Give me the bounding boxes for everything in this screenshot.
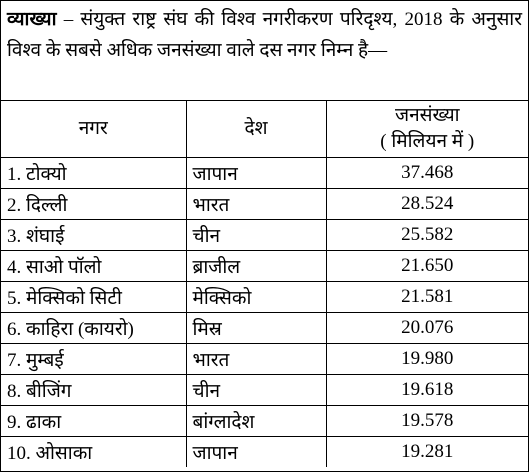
intro-text: – संयुक्त राष्ट्र संघ की विश्व नगरीकरण प… [7, 9, 522, 61]
table-cell: 28.524 [325, 188, 528, 220]
table-cell: मिस्र [185, 312, 327, 344]
table-cell: 5. मेक्सिको सिटी [1, 281, 187, 313]
header-row: नगर देश जनसंख्या ( मिलियन में ) [1, 101, 528, 158]
table-cell: चीन [185, 219, 327, 251]
table-row: 5. मेक्सिको सिटी मेक्सिको 21.581 [1, 281, 528, 313]
table-cell: 2. दिल्ली [1, 188, 187, 220]
table-row: 1. टोक्यो जापान 37.468 [1, 157, 528, 189]
table-cell: मेक्सिको [185, 281, 327, 313]
table-row: 9. ढाका बांग्लादेश 19.578 [1, 405, 528, 437]
table-cell: 1. टोक्यो [1, 157, 187, 189]
table-cell: भारत [185, 343, 327, 375]
table-row: 10. ओसाका जापान 19.281 [1, 436, 528, 467]
table-cell: भारत [185, 188, 327, 220]
table-cell: ब्राजील [185, 250, 327, 282]
table-cell: चीन [185, 374, 327, 406]
table-cell: 20.076 [325, 312, 528, 344]
table-cell: 8. बीजिंग [1, 374, 187, 406]
header-cell: देश [185, 101, 327, 158]
intro: व्याख्या – संयुक्त राष्ट्र संघ की विश्व … [1, 1, 528, 101]
table-cell: 19.980 [325, 343, 528, 375]
table-row: 7. मुम्बई भारत 19.980 [1, 343, 528, 375]
table-cell: 25.582 [325, 219, 528, 251]
intro-label: व्याख्या [7, 9, 57, 30]
table-cell: बांग्लादेश [185, 405, 327, 437]
table-cell: 4. साओ पॉलो [1, 250, 187, 282]
table-body: 1. टोक्यो जापान 37.468 2. दिल्ली भारत 28.524 3… [1, 157, 528, 467]
table-cell: जापान [185, 436, 327, 467]
table-cell: 21.581 [325, 281, 528, 313]
table-row: 4. साओ पॉलो ब्राजील 21.650 [1, 250, 528, 282]
table-cell: 19.281 [325, 436, 528, 467]
table-cell: 9. ढाका [1, 405, 187, 437]
table-cell: 37.468 [325, 157, 528, 189]
table-cell: 6. काहिरा (कायरो) [1, 312, 187, 344]
table-row: 6. काहिरा (कायरो) मिस्र 20.076 [1, 312, 528, 344]
table-cell: 19.618 [325, 374, 528, 406]
table-cell: 10. ओसाका [1, 436, 187, 467]
header-unit: ( मिलियन में ) [380, 131, 475, 152]
table-row: 2. दिल्ली भारत 28.524 [1, 188, 528, 220]
table-cell: 7. मुम्बई [1, 343, 187, 375]
table-cell: 3. शंघाई [1, 219, 187, 251]
table-row: 3. शंघाई चीन 25.582 [1, 219, 528, 251]
header-cell: जनसंख्या ( मिलियन में ) [325, 101, 528, 158]
header-text: जनसंख्या [394, 105, 460, 126]
table-cell: 19.578 [325, 405, 528, 437]
header-cell: नगर [1, 101, 187, 158]
table-row: 8. बीजिंग चीन 19.618 [1, 374, 528, 406]
table-cell: जापान [185, 157, 327, 189]
city-table: नगर देश जनसंख्या ( मिलियन में ) 1. टोक्यो… [1, 101, 528, 467]
table-cell: 21.650 [325, 250, 528, 282]
